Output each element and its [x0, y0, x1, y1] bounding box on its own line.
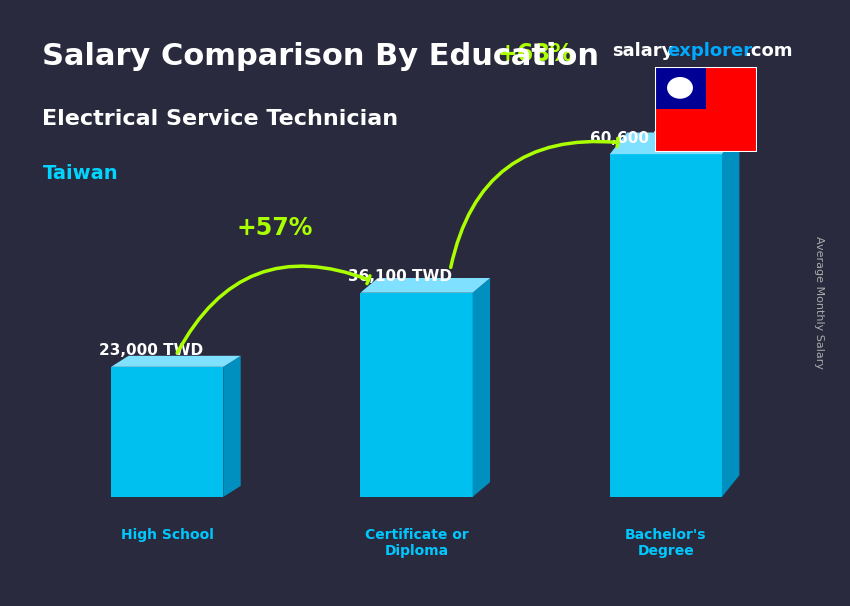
Text: salary: salary [612, 42, 673, 61]
Text: Certificate or
Diploma: Certificate or Diploma [365, 528, 468, 558]
Text: Bachelor's
Degree: Bachelor's Degree [625, 528, 706, 558]
Text: Taiwan: Taiwan [42, 164, 118, 182]
Text: +68%: +68% [498, 42, 575, 66]
Polygon shape [224, 356, 241, 497]
Text: 36,100 TWD: 36,100 TWD [348, 269, 452, 284]
Text: High School: High School [121, 528, 213, 542]
Polygon shape [609, 133, 740, 154]
Polygon shape [473, 278, 490, 497]
Polygon shape [360, 278, 490, 293]
Bar [360, 293, 473, 497]
Text: 60,600 TWD: 60,600 TWD [590, 131, 694, 145]
Text: Salary Comparison By Education: Salary Comparison By Education [42, 42, 599, 72]
Text: 23,000 TWD: 23,000 TWD [99, 344, 202, 358]
Text: explorer: explorer [667, 42, 752, 61]
Circle shape [668, 78, 692, 98]
Text: Electrical Service Technician: Electrical Service Technician [42, 109, 399, 129]
Bar [654, 67, 706, 109]
Bar [111, 367, 224, 497]
Polygon shape [722, 133, 740, 497]
Bar [609, 154, 722, 497]
Text: +57%: +57% [236, 216, 313, 239]
Polygon shape [111, 356, 241, 367]
Text: .com: .com [744, 42, 792, 61]
Text: Average Monthly Salary: Average Monthly Salary [814, 236, 824, 370]
